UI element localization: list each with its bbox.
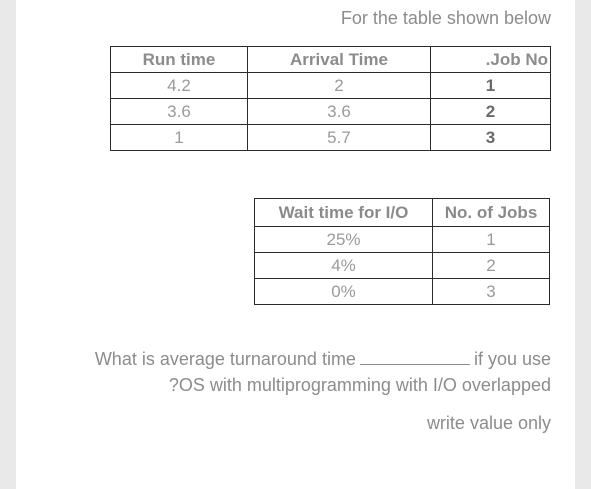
question-text: What is average turnaround time if you us… bbox=[95, 346, 551, 398]
no-of-jobs-cell: 1 bbox=[432, 226, 550, 253]
wait-time-cell: 4% bbox=[254, 252, 433, 279]
question-line-2: ?OS with multiprogramming with I/O overl… bbox=[168, 375, 551, 395]
intro-heading: For the table shown below bbox=[340, 8, 551, 28]
wait-time-cell: 25% bbox=[254, 226, 433, 253]
header-no-of-jobs: No. of Jobs bbox=[432, 198, 550, 227]
table-row: 25% 1 bbox=[254, 226, 550, 253]
header-job-no: .Job No bbox=[430, 46, 551, 73]
jobs-table: Run time Arrival Time .Job No 4.2 2 1 3.… bbox=[110, 46, 551, 151]
question-line-1-start: What is average turnaround time bbox=[94, 349, 356, 369]
run-time-cell: 3.6 bbox=[110, 98, 248, 125]
no-of-jobs-cell: 3 bbox=[432, 278, 550, 305]
question-line-1: What is average turnaround time if you us… bbox=[95, 346, 551, 372]
wait-time-cell: 0% bbox=[254, 278, 433, 305]
run-time-cell: 4.2 bbox=[110, 72, 248, 99]
table-row: 3.6 3.6 2 bbox=[110, 98, 551, 125]
table-header-row: Wait time for I/O No. of Jobs bbox=[254, 198, 550, 227]
table-row: 0% 3 bbox=[254, 278, 550, 305]
arrival-time-cell: 5.7 bbox=[247, 124, 431, 151]
arrival-time-cell: 2 bbox=[247, 72, 431, 99]
header-wait-time: Wait time for I/O bbox=[254, 198, 433, 227]
job-no-cell: 1 bbox=[430, 72, 551, 99]
table-row: 1 5.7 3 bbox=[110, 124, 551, 151]
job-no-cell: 2 bbox=[430, 98, 551, 125]
question-line-1-end: if you use bbox=[473, 349, 551, 369]
table-row: 4% 2 bbox=[254, 252, 550, 279]
arrival-time-cell: 3.6 bbox=[247, 98, 431, 125]
header-run-time: Run time bbox=[110, 46, 248, 73]
question-card: For the table shown below Run time Arriv… bbox=[16, 0, 575, 489]
job-no-cell: 3 bbox=[430, 124, 551, 151]
run-time-cell: 1 bbox=[110, 124, 248, 151]
instruction-note: write value only bbox=[426, 413, 551, 433]
answer-blank bbox=[359, 348, 470, 365]
io-wait-table: Wait time for I/O No. of Jobs 25% 1 4% 2… bbox=[254, 198, 550, 305]
table-row: 4.2 2 1 bbox=[110, 72, 551, 99]
header-arrival-time: Arrival Time bbox=[247, 46, 431, 73]
table-header-row: Run time Arrival Time .Job No bbox=[110, 46, 551, 73]
no-of-jobs-cell: 2 bbox=[432, 252, 550, 279]
